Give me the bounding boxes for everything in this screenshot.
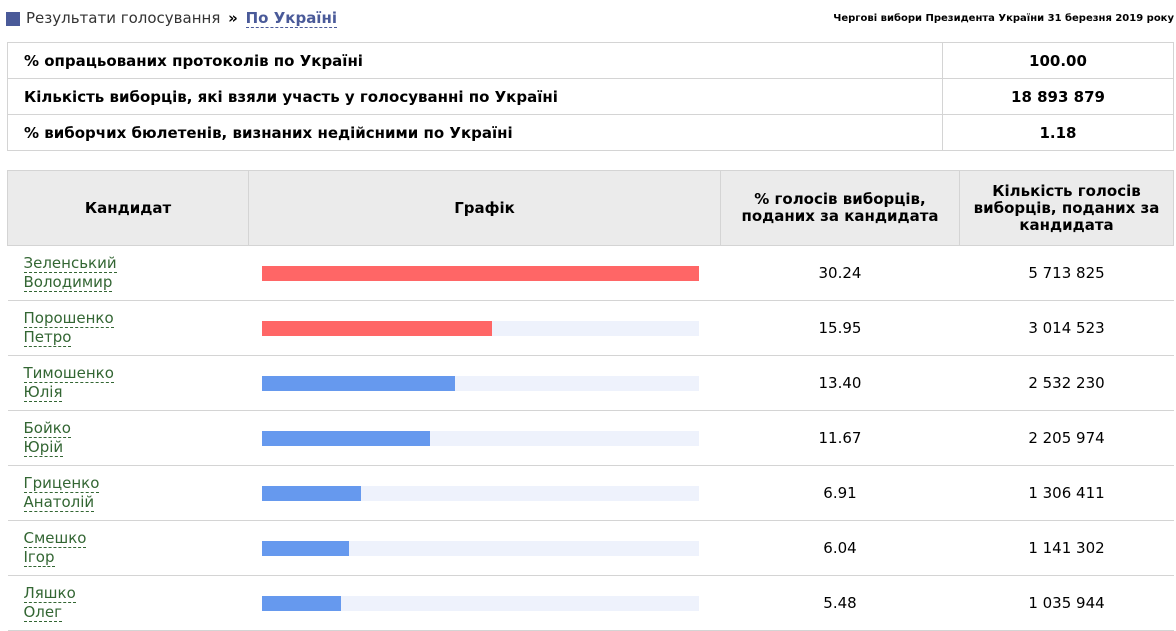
- bar-track: [261, 595, 699, 611]
- bar-track: [261, 540, 699, 556]
- candidate-given-name: Анатолій: [23, 493, 95, 511]
- candidate-surname: Тимошенко: [23, 364, 114, 382]
- chart-cell: [248, 410, 721, 466]
- breadcrumb-results: Результати голосування: [26, 9, 221, 27]
- breadcrumb-separator: »: [228, 9, 238, 27]
- candidate-surname: Смешко: [23, 529, 87, 547]
- vote-count: 5 713 825: [959, 245, 1174, 301]
- chart-cell: [248, 245, 721, 301]
- square-bullet-icon: [6, 12, 20, 26]
- vote-percent: 11.67: [720, 410, 960, 466]
- bar-track: [261, 430, 699, 446]
- results-body: Зеленський Володимир 30.24 5 713 825 Порошен…: [7, 245, 1174, 631]
- chart-cell: [248, 465, 721, 521]
- chart-cell: [248, 300, 721, 356]
- vote-count: 1 141 302: [959, 520, 1174, 576]
- vote-bar: [261, 485, 362, 501]
- candidate-link[interactable]: Бойко Юрій: [23, 419, 71, 457]
- candidate-name-cell: Бойко Юрій: [7, 410, 249, 466]
- candidate-surname: Бойко: [23, 419, 71, 437]
- candidate-row: Смешко Ігор 6.04 1 141 302: [7, 520, 1174, 576]
- results-table: Кандидат Графік % голосів виборців, пода…: [7, 170, 1174, 631]
- vote-percent: 6.91: [720, 465, 960, 521]
- bar-track: [261, 320, 699, 336]
- summary-table: % опрацьованих протоколів по Україні 100…: [7, 42, 1174, 151]
- header-count: Кількість голосів виборців, поданих за к…: [959, 170, 1174, 246]
- summary-value: 100.00: [942, 42, 1174, 79]
- candidate-link[interactable]: Зеленський Володимир: [23, 254, 117, 292]
- vote-count: 3 014 523: [959, 300, 1174, 356]
- breadcrumb-current-link[interactable]: По Україні: [245, 9, 337, 28]
- candidate-link[interactable]: Порошенко Петро: [23, 309, 114, 347]
- breadcrumb: Результати голосування » По Україні: [26, 9, 337, 28]
- header-chart: Графік: [248, 170, 721, 246]
- vote-count: 1 035 944: [959, 575, 1174, 631]
- candidate-link[interactable]: Смешко Ігор: [23, 529, 87, 567]
- bar-track: [261, 375, 699, 391]
- page-header: Результати голосування » По Україні Черг…: [6, 8, 1176, 30]
- vote-percent: 30.24: [720, 245, 960, 301]
- candidate-name-cell: Порошенко Петро: [7, 300, 249, 356]
- summary-row: % опрацьованих протоколів по Україні 100…: [7, 42, 1174, 79]
- candidate-given-name: Юрій: [23, 438, 64, 456]
- vote-bar: [261, 430, 431, 446]
- candidate-name-cell: Смешко Ігор: [7, 520, 249, 576]
- candidate-row: Гриценко Анатолій 6.91 1 306 411: [7, 465, 1174, 521]
- vote-count: 2 205 974: [959, 410, 1174, 466]
- vote-percent: 13.40: [720, 355, 960, 411]
- candidate-row: Порошенко Петро 15.95 3 014 523: [7, 300, 1174, 356]
- results-header-row: Кандидат Графік % голосів виборців, пода…: [7, 170, 1174, 246]
- candidate-link[interactable]: Гриценко Анатолій: [23, 474, 100, 512]
- vote-bar: [261, 375, 456, 391]
- candidate-given-name: Олег: [23, 603, 63, 621]
- candidate-name-cell: Ляшко Олег: [7, 575, 249, 631]
- header-candidate: Кандидат: [7, 170, 249, 246]
- chart-cell: [248, 575, 721, 631]
- candidate-given-name: Ігор: [23, 548, 55, 566]
- header-pct: % голосів виборців, поданих за кандидата: [720, 170, 960, 246]
- summary-label: Кількість виборців, які взяли участь у г…: [7, 78, 943, 115]
- election-title: Чергові вибори Президента України 31 бер…: [833, 13, 1174, 24]
- vote-bar: [261, 320, 492, 336]
- candidate-row: Ляшко Олег 5.48 1 035 944: [7, 575, 1174, 631]
- summary-row: Кількість виборців, які взяли участь у г…: [7, 78, 1174, 115]
- bar-track: [261, 485, 699, 501]
- candidate-link[interactable]: Ляшко Олег: [23, 584, 76, 622]
- candidate-row: Тимошенко Юлія 13.40 2 532 230: [7, 355, 1174, 411]
- summary-label: % опрацьованих протоколів по Україні: [7, 42, 943, 79]
- vote-percent: 5.48: [720, 575, 960, 631]
- chart-cell: [248, 355, 721, 411]
- summary-row: % виборчих бюлетенів, визнаних недійсним…: [7, 114, 1174, 151]
- vote-bar: [261, 595, 341, 611]
- candidate-surname: Ляшко: [23, 584, 76, 602]
- candidate-given-name: Юлія: [23, 383, 63, 401]
- summary-value: 1.18: [942, 114, 1174, 151]
- candidate-name-cell: Тимошенко Юлія: [7, 355, 249, 411]
- candidate-surname: Гриценко: [23, 474, 100, 492]
- candidate-given-name: Петро: [23, 328, 72, 346]
- vote-percent: 15.95: [720, 300, 960, 356]
- candidate-row: Зеленський Володимир 30.24 5 713 825: [7, 245, 1174, 301]
- candidate-name-cell: Зеленський Володимир: [7, 245, 249, 301]
- summary-label: % виборчих бюлетенів, визнаних недійсним…: [7, 114, 943, 151]
- vote-bar: [261, 540, 349, 556]
- candidate-row: Бойко Юрій 11.67 2 205 974: [7, 410, 1174, 466]
- candidate-given-name: Володимир: [23, 273, 113, 291]
- vote-percent: 6.04: [720, 520, 960, 576]
- vote-count: 1 306 411: [959, 465, 1174, 521]
- candidate-name-cell: Гриценко Анатолій: [7, 465, 249, 521]
- summary-value: 18 893 879: [942, 78, 1174, 115]
- bar-track: [261, 265, 699, 281]
- candidate-link[interactable]: Тимошенко Юлія: [23, 364, 114, 402]
- candidate-surname: Порошенко: [23, 309, 114, 327]
- vote-count: 2 532 230: [959, 355, 1174, 411]
- chart-cell: [248, 520, 721, 576]
- candidate-surname: Зеленський: [23, 254, 117, 272]
- vote-bar: [261, 265, 699, 281]
